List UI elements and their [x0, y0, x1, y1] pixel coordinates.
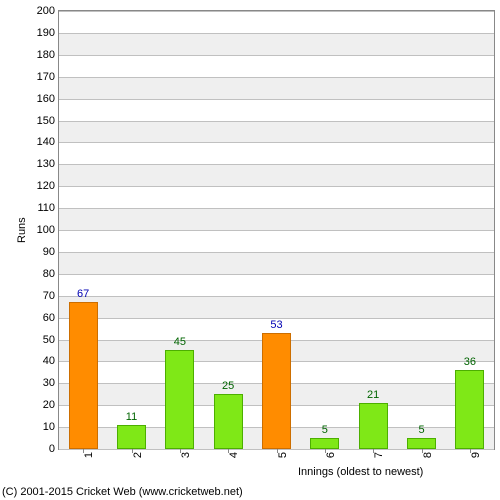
bar-value-label: 53 — [270, 319, 282, 331]
y-tick-label: 120 — [37, 180, 55, 192]
chart-container: 0 10 20 30 40 50 60 70 80 90 100 110 120 130 140 150 160… — [0, 0, 500, 500]
bar-value-label: 45 — [174, 336, 186, 348]
x-axis-title: Innings (oldest to newest) — [298, 466, 423, 478]
bar — [359, 403, 388, 449]
x-tick-label: 1 — [83, 452, 95, 458]
gridline — [59, 164, 494, 165]
y-tick-label: 130 — [37, 158, 55, 170]
gridline — [59, 296, 494, 297]
y-tick-label: 30 — [43, 377, 55, 389]
gridline — [59, 11, 494, 12]
gridline — [59, 77, 494, 78]
grid-band — [59, 33, 494, 55]
y-tick-label: 0 — [49, 443, 55, 455]
grid-band — [59, 186, 494, 208]
gridline — [59, 274, 494, 275]
y-tick-label: 40 — [43, 355, 55, 367]
y-tick-label: 50 — [43, 334, 55, 346]
copyright-text: (C) 2001-2015 Cricket Web (www.cricketwe… — [2, 486, 243, 498]
bar — [165, 350, 194, 449]
x-tick-label: 9 — [470, 452, 482, 458]
y-tick-label: 110 — [37, 202, 55, 214]
grid-band — [59, 274, 494, 296]
grid-band — [59, 121, 494, 143]
grid-band — [59, 164, 494, 186]
x-tick-label: 2 — [132, 452, 144, 458]
gridline — [59, 208, 494, 209]
y-tick-label: 80 — [43, 268, 55, 280]
plot-area: 0102030405060708090100110120130140150160… — [58, 10, 495, 450]
gridline — [59, 230, 494, 231]
bar — [310, 438, 339, 449]
grid-band — [59, 142, 494, 164]
bar-value-label: 25 — [222, 380, 234, 392]
gridline — [59, 99, 494, 100]
grid-band — [59, 252, 494, 274]
bar — [69, 302, 98, 449]
y-tick-label: 170 — [37, 71, 55, 83]
y-tick-label: 140 — [37, 136, 55, 148]
grid-band — [59, 296, 494, 318]
bar-value-label: 36 — [464, 356, 476, 368]
bar — [407, 438, 436, 449]
x-tick-label: 6 — [325, 452, 337, 458]
y-tick-label: 60 — [43, 312, 55, 324]
bar-value-label: 5 — [418, 424, 424, 436]
bar — [117, 425, 146, 449]
y-tick-label: 200 — [37, 5, 55, 17]
grid-band — [59, 77, 494, 99]
bar — [214, 394, 243, 449]
gridline — [59, 121, 494, 122]
x-tick-label: 8 — [422, 452, 434, 458]
bar-value-label: 67 — [77, 288, 89, 300]
grid-band — [59, 55, 494, 77]
grid-band — [59, 208, 494, 230]
y-tick-label: 70 — [43, 290, 55, 302]
bar-value-label: 11 — [126, 411, 137, 423]
gridline — [59, 186, 494, 187]
grid-band — [59, 99, 494, 121]
x-tick-label: 4 — [228, 452, 240, 458]
grid-band — [59, 11, 494, 33]
bar-value-label: 5 — [322, 424, 328, 436]
y-tick-label: 20 — [43, 399, 55, 411]
gridline — [59, 33, 494, 34]
y-axis-title: Runs — [16, 217, 28, 243]
y-tick-label: 160 — [37, 93, 55, 105]
y-tick-label: 190 — [37, 27, 55, 39]
y-tick-label: 10 — [43, 421, 55, 433]
x-tick-label: 7 — [373, 452, 385, 458]
gridline — [59, 55, 494, 56]
bar-value-label: 21 — [367, 389, 379, 401]
y-tick-label: 150 — [37, 115, 55, 127]
y-tick-label: 90 — [43, 246, 55, 258]
grid-band — [59, 230, 494, 252]
gridline — [59, 252, 494, 253]
bar — [262, 333, 291, 449]
x-tick-label: 3 — [180, 452, 192, 458]
bar — [455, 370, 484, 449]
gridline — [59, 142, 494, 143]
y-tick-label: 180 — [37, 49, 55, 61]
y-tick-label: 100 — [37, 224, 55, 236]
x-tick-label: 5 — [277, 452, 289, 458]
